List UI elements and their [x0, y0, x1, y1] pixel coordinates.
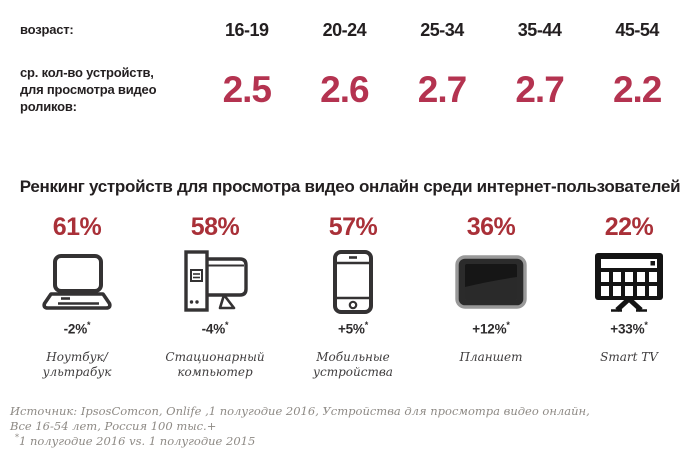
device-column-mobile: 57% +5%* Мобильные устройства — [284, 213, 422, 380]
footnote-asterisk: * — [15, 433, 19, 443]
device-name: Ноутбук/ультрабук — [42, 349, 112, 379]
device-column-tablet: 36% +12%* Планшет — [422, 213, 560, 380]
laptop-icon — [38, 247, 116, 317]
source-line: *1 полугодие 2016 vs. 1 полугодие 2015 — [15, 433, 256, 449]
device-column-laptop: 61% -2%* Ноутбук/ультрабук — [8, 213, 146, 380]
avg-device-value: 2.2 — [612, 69, 662, 111]
age-device-table: возраст: 16-19 20-24 25-34 35-44 45-54 с… — [20, 20, 686, 116]
footnote-asterisk: * — [644, 320, 648, 330]
device-column-desktop: 58% -4%* Стационарный компьютер — [146, 213, 284, 380]
usage-percent: 58% — [190, 213, 240, 241]
desktop-computer-icon — [179, 247, 251, 317]
age-row-label: возраст: — [20, 22, 74, 38]
device-name: Smart TV — [600, 349, 658, 364]
footnote-asterisk: * — [364, 320, 369, 330]
footnote-asterisk: * — [87, 320, 91, 330]
avg-device-value: 2.5 — [222, 69, 272, 111]
source-line: Все 16-54 лет, Россия 100 тыс.+ — [10, 418, 217, 433]
age-group: 25-34 — [420, 20, 464, 40]
footnote-asterisk: * — [506, 320, 510, 330]
usage-percent: 22% — [604, 213, 654, 241]
device-name: Стационарный компьютер — [165, 349, 265, 379]
smartphone-icon — [330, 247, 376, 317]
change-value: +12%* — [472, 320, 510, 337]
source-line: Источник: IpsosComcon, Onlife ,1 полугод… — [10, 404, 590, 418]
age-group: 35-44 — [517, 20, 562, 40]
device-name: Планшет — [459, 349, 523, 364]
device-ranking: 61% -2%* Ноутбук/ультрабук 58% — [8, 213, 698, 380]
avg-devices-label: ср. кол-во устройств, для просмотра виде… — [20, 65, 157, 114]
tablet-icon — [454, 247, 528, 317]
avg-device-value: 2.6 — [320, 69, 369, 111]
change-value: +33%* — [610, 320, 648, 337]
avg-device-value: 2.7 — [417, 69, 467, 111]
change-value: +5%* — [337, 320, 369, 337]
smart-tv-icon — [590, 247, 668, 317]
change-value: -4%* — [201, 320, 229, 337]
usage-percent: 57% — [328, 213, 378, 241]
age-group: 16-19 — [225, 20, 269, 40]
age-group: 45-54 — [615, 20, 659, 40]
footnote-asterisk: * — [225, 320, 229, 330]
device-name: Мобильные устройства — [313, 349, 393, 379]
usage-percent: 36% — [466, 213, 516, 241]
change-value: -2%* — [63, 320, 91, 337]
age-group: 20-24 — [322, 20, 367, 40]
section-title: Ренкинг устройств для просмотра видео он… — [19, 177, 681, 196]
device-column-smart-tv: 22% — [560, 213, 698, 380]
avg-device-value: 2.7 — [515, 69, 564, 111]
age-row: возраст: 16-19 20-24 25-34 35-44 45-54 — [20, 20, 686, 41]
avg-devices-row: ср. кол-во устройств, для просмотра виде… — [20, 65, 686, 116]
usage-percent: 61% — [52, 213, 102, 241]
source-note: Источник: IpsosComcon, Onlife ,1 полугод… — [10, 404, 590, 449]
